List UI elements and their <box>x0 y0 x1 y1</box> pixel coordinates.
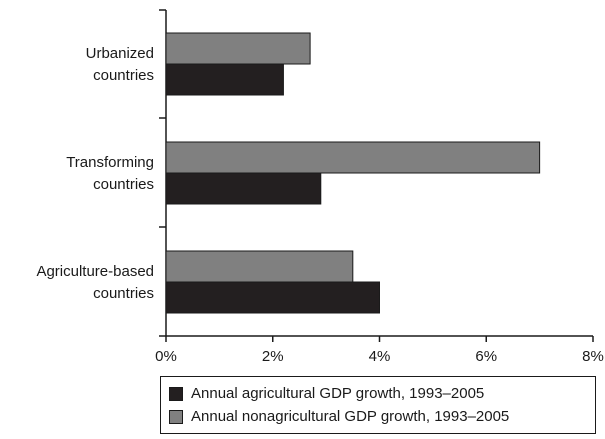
legend-label-nonagricultural: Annual nonagricultural GDP growth, 1993–… <box>191 408 510 425</box>
x-tick-label: 0% <box>155 348 177 365</box>
legend: Annual agricultural GDP growth, 1993–200… <box>160 376 596 434</box>
category-label-line: countries <box>93 176 154 193</box>
bars <box>165 32 541 314</box>
bar-nonagricultural-0 <box>165 32 311 65</box>
bar-agricultural-0 <box>165 63 284 96</box>
legend-swatch-agricultural <box>169 386 183 401</box>
bar-nonagricultural-2 <box>165 250 354 283</box>
legend-item-agricultural: Annual agricultural GDP growth, 1993–200… <box>169 382 595 405</box>
x-tick-label: 6% <box>475 348 497 365</box>
legend-item-nonagricultural: Annual nonagricultural GDP growth, 1993–… <box>169 405 595 428</box>
x-tick-label: 8% <box>582 348 604 365</box>
category-label-line: Transforming <box>66 154 154 171</box>
x-tick-label: 2% <box>262 348 284 365</box>
bar-agricultural-1 <box>165 172 322 205</box>
category-label-line: countries <box>93 285 154 302</box>
category-label-line: Agriculture-based <box>36 263 154 280</box>
x-tick-label: 4% <box>369 348 391 365</box>
category-label-line: countries <box>93 67 154 84</box>
bar-agricultural-2 <box>165 281 380 314</box>
category-label-1: Transforming countries <box>66 154 154 193</box>
legend-swatch-nonagricultural <box>169 409 183 424</box>
category-label-2: Agriculture-based countries <box>36 263 154 302</box>
category-label-line: Urbanized <box>86 45 154 62</box>
legend-label-agricultural: Annual agricultural GDP growth, 1993–200… <box>191 385 485 402</box>
bar-nonagricultural-1 <box>165 141 541 174</box>
category-label-0: Urbanized countries <box>86 45 154 84</box>
x-axis-ticks: 0% 2% 4% 6% 8% <box>155 336 604 365</box>
